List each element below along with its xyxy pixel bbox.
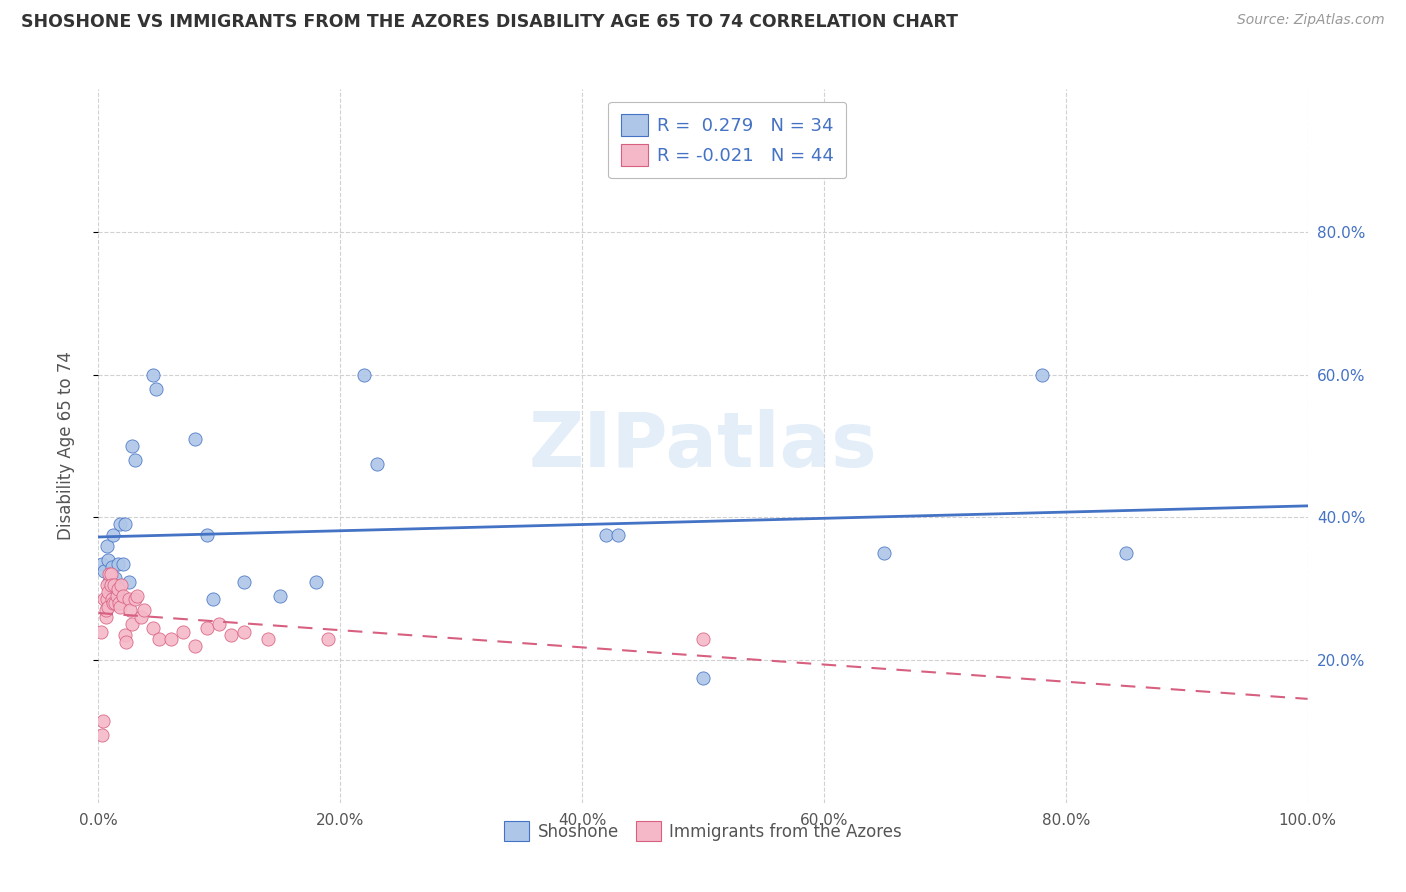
Point [148, 632, 170, 646]
Point [91, 557, 114, 571]
Point [208, 617, 231, 632]
Point [366, 457, 388, 471]
Point [97, 599, 120, 614]
Point [160, 632, 183, 646]
Point [100, 585, 122, 599]
Point [142, 621, 165, 635]
Point [91, 728, 114, 742]
Point [104, 571, 127, 585]
Point [184, 639, 207, 653]
Point [96, 592, 118, 607]
Point [107, 557, 129, 571]
Point [100, 567, 122, 582]
Point [142, 368, 165, 382]
Point [100, 578, 122, 592]
Point [93, 564, 115, 578]
Point [103, 574, 125, 589]
Point [232, 624, 254, 639]
Point [101, 596, 124, 610]
Point [692, 671, 714, 685]
Point [1031, 368, 1053, 382]
Point [118, 592, 141, 607]
Point [184, 432, 207, 446]
Point [256, 632, 278, 646]
Point [108, 599, 131, 614]
Point [96, 539, 118, 553]
Point [115, 635, 138, 649]
Point [93, 592, 115, 607]
Point [195, 621, 218, 635]
Text: ZIPatlas: ZIPatlas [529, 409, 877, 483]
Point [97, 553, 120, 567]
Point [108, 596, 131, 610]
Point [1115, 546, 1137, 560]
Point [134, 603, 156, 617]
Point [111, 557, 134, 571]
Point [98, 567, 121, 582]
Point [96, 578, 118, 592]
Point [94, 610, 117, 624]
Point [105, 585, 128, 599]
Point [269, 589, 291, 603]
Point [111, 589, 134, 603]
Point [202, 592, 225, 607]
Point [100, 560, 122, 574]
Text: SHOSHONE VS IMMIGRANTS FROM THE AZORES DISABILITY AGE 65 TO 74 CORRELATION CHART: SHOSHONE VS IMMIGRANTS FROM THE AZORES D… [21, 13, 957, 31]
Point [232, 574, 254, 589]
Point [316, 632, 339, 646]
Point [692, 632, 714, 646]
Point [607, 528, 630, 542]
Legend: Shoshone, Immigrants from the Azores: Shoshone, Immigrants from the Azores [498, 814, 908, 848]
Point [221, 628, 243, 642]
Point [595, 528, 617, 542]
Y-axis label: Disability Age 65 to 74: Disability Age 65 to 74 [56, 351, 75, 541]
Point [110, 578, 132, 592]
Point [172, 624, 194, 639]
Text: Source: ZipAtlas.com: Source: ZipAtlas.com [1237, 13, 1385, 28]
Point [100, 592, 122, 607]
Point [105, 589, 128, 603]
Point [195, 528, 218, 542]
Point [90, 624, 112, 639]
Point [104, 596, 127, 610]
Point [91, 714, 114, 728]
Point [124, 592, 146, 607]
Point [124, 453, 146, 467]
Point [94, 603, 117, 617]
Point [873, 546, 896, 560]
Point [129, 610, 152, 624]
Point [118, 574, 141, 589]
Point [107, 582, 129, 596]
Point [118, 603, 141, 617]
Point [114, 628, 136, 642]
Point [305, 574, 328, 589]
Point [97, 585, 120, 599]
Point [145, 382, 167, 396]
Point [101, 528, 124, 542]
Point [103, 578, 125, 592]
Point [127, 589, 149, 603]
Point [121, 617, 143, 632]
Point [108, 517, 131, 532]
Point [114, 517, 136, 532]
Point [121, 439, 143, 453]
Point [353, 368, 375, 382]
Point [98, 574, 121, 589]
